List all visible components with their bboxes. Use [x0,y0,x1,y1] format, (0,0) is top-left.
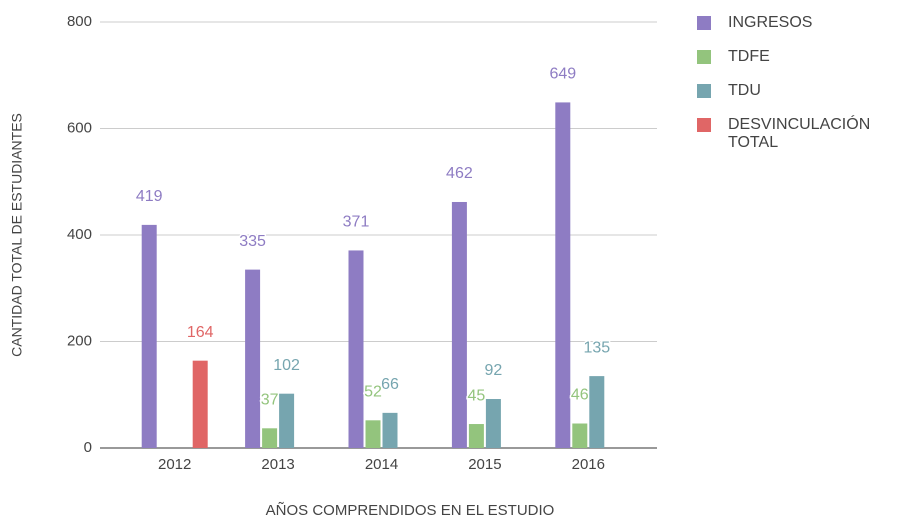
x-axis-label: AÑOS COMPRENDIDOS EN EL ESTUDIO [266,502,555,517]
bar [192,360,208,448]
legend-item: TDU [697,82,897,100]
bar [382,412,398,448]
x-tick-label: 2016 [572,456,605,473]
x-tick-label: 2014 [365,456,398,473]
legend-label: INGRESOS [728,14,813,31]
value-label: 66 [381,376,399,393]
bar [279,393,295,448]
y-tick-label: 200 [67,332,92,349]
value-label: 102 [273,357,300,374]
legend-swatch [697,118,711,132]
value-label: 371 [343,214,370,231]
x-tick-label: 2013 [261,456,294,473]
legend-swatch [697,50,711,64]
bar [468,424,484,448]
x-tick-label: 2012 [158,456,191,473]
y-tick-label: 800 [67,13,92,30]
value-label: 52 [364,384,382,401]
bar [485,399,501,448]
value-label: 135 [583,339,610,356]
value-label: 46 [571,387,589,404]
bar [572,423,588,448]
legend-item: INGRESOS [697,14,897,32]
value-label: 37 [261,392,279,409]
bar [348,250,364,448]
legend-swatch [697,84,711,98]
value-label: 462 [446,165,473,182]
legend-label: TDU [728,82,761,99]
value-label: 92 [485,362,503,379]
legend-label: DESVINCULACIÓN TOTAL [728,116,871,151]
legend-item: DESVINCULACIÓN TOTAL [697,116,897,152]
bar [141,224,157,448]
value-label: 45 [468,387,486,404]
bar [365,420,381,448]
y-tick-label: 0 [84,439,92,456]
value-label: 335 [239,233,266,250]
legend-item: TDFE [697,48,897,66]
y-tick-label: 600 [67,119,92,136]
legend-label: TDFE [728,48,770,65]
bar [262,428,278,448]
value-label: 164 [187,324,214,341]
bar [245,269,261,448]
value-label: 649 [549,66,576,83]
y-axis-label: CANTIDAD TOTAL DE ESTUDIANTES [9,113,25,357]
legend: INGRESOS TDFE TDU DESVINCULACIÓN TOTAL [697,14,897,168]
legend-swatch [697,16,711,30]
value-label: 419 [136,188,163,205]
y-tick-label: 400 [67,226,92,243]
bar [451,201,467,448]
bar [555,102,571,448]
x-tick-label: 2015 [468,456,501,473]
bar [589,376,605,448]
